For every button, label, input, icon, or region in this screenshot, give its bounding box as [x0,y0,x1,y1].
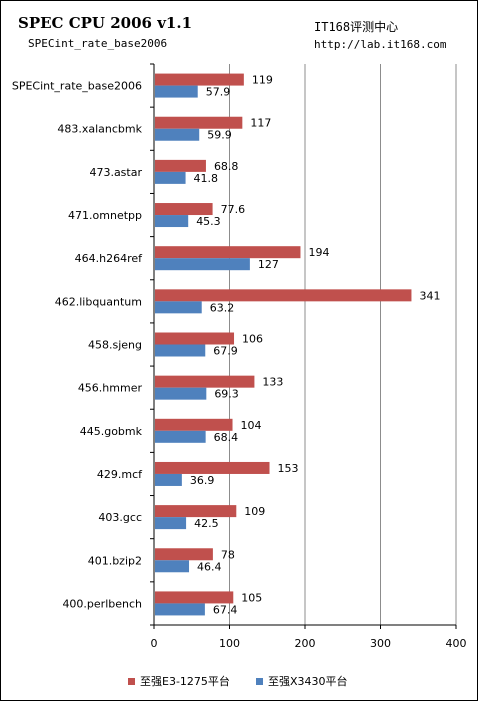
bar-e3-1275 [155,548,213,561]
brand-url: http://lab.it168.com [314,38,447,51]
bar-value-label: 68.8 [214,160,239,173]
bar-e3-1275 [155,505,237,518]
x-tick-label: 300 [370,637,391,650]
category-label: 464.h264ref [75,252,144,265]
bar-x3430 [155,473,182,486]
category-label: 483.xalancbmk [57,123,142,136]
bar-value-label: 117 [250,117,271,130]
x-tick-label: 0 [151,637,158,650]
bar-e3-1275 [155,375,255,388]
category-label: 471.omnetpp [68,209,142,222]
bar-value-label: 133 [262,376,283,389]
bar-e3-1275 [155,246,301,259]
gridlines [229,64,457,625]
bar-value-label: 42.5 [194,517,219,530]
chart-subtitle: SPECint_rate_base2006 [28,37,168,50]
bar-x3430 [155,301,202,314]
category-label: 400.perlbench [62,597,142,610]
bar-value-label: 41.8 [194,172,219,185]
bar-e3-1275 [155,203,213,216]
x-tick-label: 400 [446,637,467,650]
bar-e3-1275 [155,116,243,129]
bar-x3430 [155,128,200,141]
bar-value-label: 59.9 [207,129,232,142]
bar-value-label: 105 [241,591,262,604]
bar-value-label: 77.6 [221,203,246,216]
category-label: 401.bzip2 [88,554,142,567]
legend-item-x3430: 至强X3430平台 [256,673,348,689]
bar-x3430 [155,258,250,271]
bar-value-label: 36.9 [190,474,215,487]
bars [155,73,412,616]
bar-value-label: 68.4 [214,431,239,444]
bar-x3430 [155,560,190,573]
category-label: 456.hmmer [78,382,143,395]
x-tick-label: 200 [295,637,316,650]
legend-swatch-x3430 [256,677,263,685]
bar-x3430 [155,215,189,228]
bar-e3-1275 [155,461,270,474]
bar-value-label: 67.9 [213,345,238,358]
x-tick-label: 100 [219,637,240,650]
category-label: 473.astar [89,166,142,179]
bar-value-label: 194 [308,246,329,259]
bar-e3-1275 [155,418,233,431]
bar-x3430 [155,344,206,357]
legend-label-x3430: 至强X3430平台 [268,675,348,688]
bar-e3-1275 [155,591,234,604]
bar-value-label: 46.4 [197,560,222,573]
bar-value-label: 104 [241,419,262,432]
bar-x3430 [155,517,187,530]
bar-value-label: 153 [278,462,299,475]
legend-label-e3-1275: 至强E3-1275平台 [140,675,230,688]
bar-x3430 [155,387,207,400]
category-label: 445.gobmk [80,425,143,438]
bar-value-label: 78 [221,548,235,561]
legend-item-e3-1275: 至强E3-1275平台 [128,673,230,689]
bar-value-label: 119 [252,74,273,87]
bar-e3-1275 [155,332,235,345]
bar-value-label: 109 [244,505,265,518]
axes [150,63,457,629]
bar-x3430 [155,85,198,98]
legend-swatch-e3-1275 [128,677,135,685]
category-label: 458.sjeng [88,339,142,352]
bar-value-label: 45.3 [196,215,221,228]
bar-value-label: 63.2 [210,301,235,314]
bar-value-label: 69.3 [214,388,239,401]
bar-value-label: 127 [258,258,279,271]
category-label: SPECint_rate_base2006 [12,80,142,93]
bar-value-label: 341 [419,289,440,302]
chart-title: SPEC CPU 2006 v1.1 [18,14,193,32]
category-label: 462.libquantum [55,295,142,308]
bar-x3430 [155,430,206,443]
bar-x3430 [155,171,186,184]
brand-label: IT168评测中心 [314,20,399,34]
category-label: 403.gcc [98,511,142,524]
category-label: 429.mcf [97,468,143,481]
labels: 0 100 200 300 400 SPECint_rate_base2006 119 57.… [12,74,467,650]
bar-value-label: 106 [242,333,263,346]
bar-e3-1275 [155,289,412,302]
bar-value-label: 67.4 [213,603,238,616]
bar-e3-1275 [155,73,244,86]
bar-x3430 [155,603,205,616]
bar-e3-1275 [155,159,206,172]
bar-value-label: 57.9 [206,86,231,99]
